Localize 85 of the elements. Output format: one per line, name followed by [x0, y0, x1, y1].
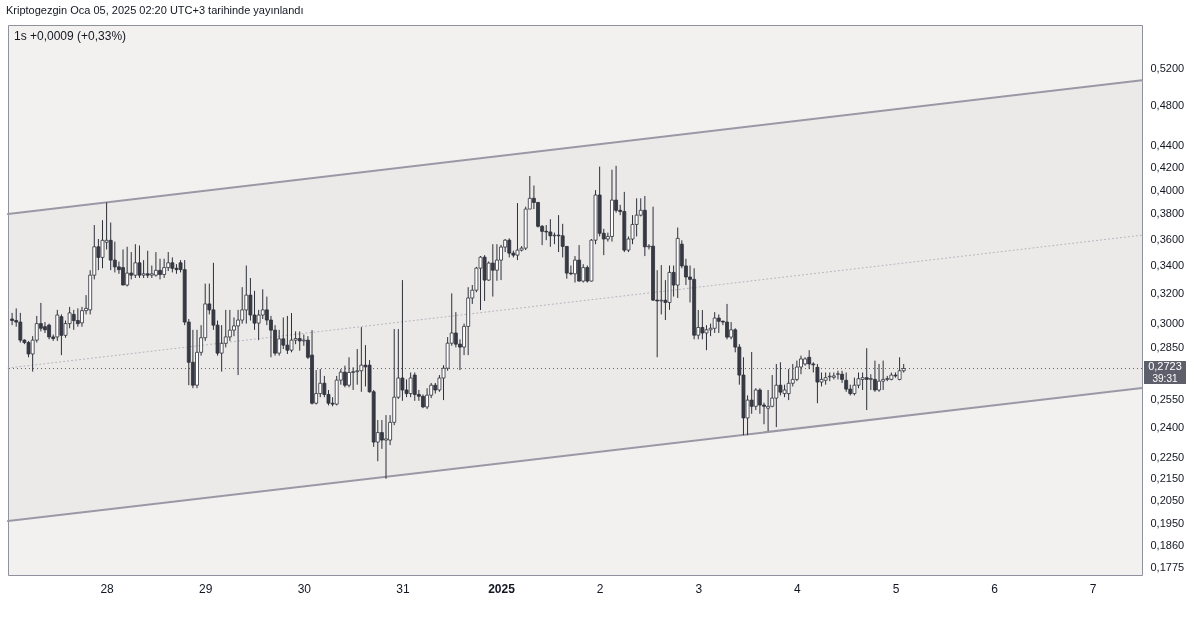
candlestick: [281, 316, 286, 350]
candlestick: [659, 264, 664, 315]
candlestick: [158, 258, 162, 280]
y-tick-label: 0,2850: [1150, 340, 1185, 353]
candlestick: [774, 363, 779, 428]
candlestick: [836, 370, 840, 380]
candlestick: [725, 303, 729, 340]
candlestick: [75, 307, 80, 328]
y-tick-label: 0,3600: [1150, 232, 1185, 245]
candlestick: [807, 349, 812, 370]
y-tick-label: 0,4000: [1150, 183, 1185, 196]
candlestick: [766, 389, 771, 432]
candlestick: [778, 361, 783, 396]
candlestick: [873, 360, 877, 393]
y-tick-label: 0,2250: [1150, 450, 1185, 463]
candlestick: [499, 244, 503, 281]
candlestick: [162, 258, 167, 279]
candlestick: [716, 313, 721, 334]
x-tick-label: 7: [1089, 581, 1097, 596]
candlestick: [137, 245, 142, 279]
candlestick: [400, 279, 405, 402]
text: 39:31: [1152, 372, 1178, 384]
candlestick: [285, 315, 290, 355]
y-tick-label: 0,2400: [1150, 420, 1185, 433]
candlestick: [844, 371, 849, 393]
candlestick: [712, 311, 717, 334]
candlestick: [121, 248, 125, 286]
candlestick: [794, 360, 799, 382]
candlestick: [384, 414, 388, 480]
candlestick: [125, 246, 130, 287]
candlestick: [236, 309, 240, 376]
x-tick-label: 31: [396, 581, 410, 596]
candlestick: [227, 309, 232, 342]
candlestick: [515, 202, 520, 261]
y-tick-label: 0,1950: [1150, 516, 1185, 529]
x-tick-label: 30: [297, 581, 312, 596]
candlestick: [289, 312, 294, 353]
y-tick-label: 0,3400: [1150, 259, 1185, 272]
candlestick: [260, 288, 265, 320]
candlestick: [112, 241, 117, 273]
x-tick-label: 28: [100, 581, 115, 596]
y-tick-label: 0,3800: [1150, 207, 1185, 220]
candlestick: [877, 363, 881, 393]
y-tick-label: 0,1775: [1150, 560, 1185, 573]
candlestick: [154, 251, 158, 278]
candlestick: [495, 243, 499, 282]
candlestick: [478, 255, 483, 311]
candlestick: [425, 387, 429, 410]
y-tick-label: 0,2550: [1150, 392, 1185, 405]
x-tick-label: 4: [794, 581, 802, 596]
candlestick: [704, 324, 709, 351]
candlestick: [749, 351, 754, 415]
candlestick: [556, 214, 561, 253]
x-tick-label: 6: [991, 581, 999, 596]
y-tick-label: 0,4400: [1150, 139, 1185, 152]
candlestick: [244, 265, 249, 325]
candlestick: [573, 255, 577, 283]
x-tick-label: 5: [892, 581, 900, 596]
candlestick: [71, 309, 76, 331]
candlestick: [55, 309, 60, 342]
candlestick: [277, 329, 282, 357]
y-tick-label: 0,4200: [1150, 161, 1185, 173]
y-tick-label: 0,1860: [1150, 538, 1185, 551]
candlestick: [108, 222, 113, 271]
y-tick-label: 0,3200: [1150, 287, 1185, 300]
x-tick-label: 2: [596, 581, 604, 596]
candlestick: [490, 243, 495, 298]
candlestick: [347, 356, 351, 388]
y-tick-label: 0,5200: [1150, 61, 1185, 74]
y-tick-label: 0,2050: [1150, 493, 1185, 506]
y-tick-label: 0,3000: [1150, 317, 1185, 330]
x-tick-label: 29: [199, 581, 213, 596]
chart-title: 1s +0,0009 (+0,33%): [14, 29, 127, 43]
x-tick-label: 2025: [488, 581, 516, 596]
ref-line-label: 0,2723: [1148, 359, 1182, 372]
candlestick: [359, 326, 364, 393]
candlestick: [10, 312, 15, 326]
text: Kriptogezgin Oca 05, 2025 02:20 UTC+3 tarihinde yayınlandı: [6, 4, 304, 16]
candlestick: [412, 371, 417, 402]
candlestick: [133, 243, 138, 279]
y-tick-label: 0,4800: [1150, 99, 1185, 112]
candlestick: [753, 387, 758, 411]
y-tick-label: 0,2150: [1150, 471, 1185, 484]
x-tick-label: 3: [695, 581, 703, 596]
candlestick: [355, 348, 360, 386]
